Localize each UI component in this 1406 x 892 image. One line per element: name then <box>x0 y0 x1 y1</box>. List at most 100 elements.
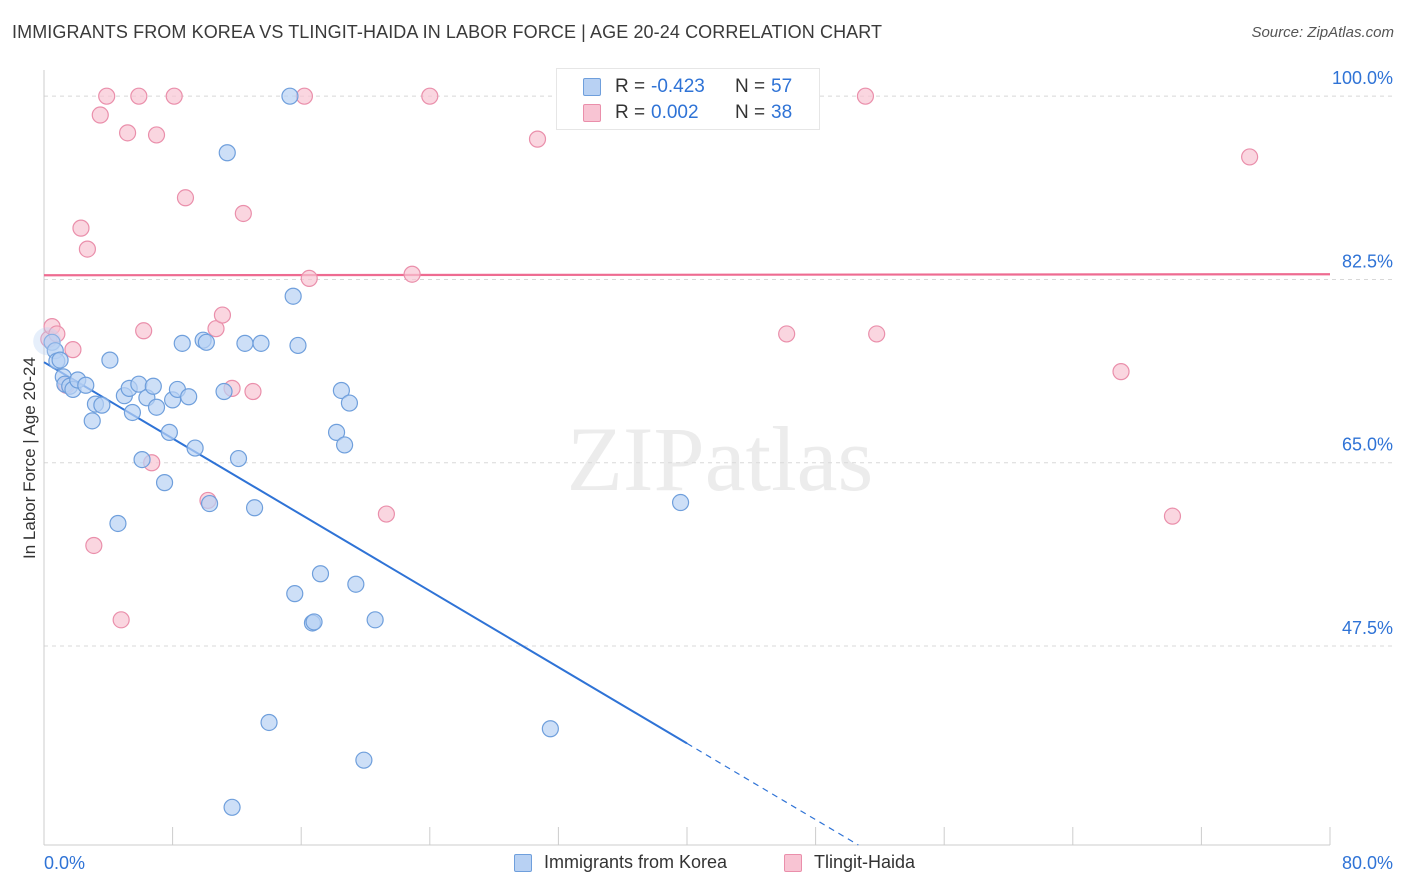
korea-point <box>93 396 111 414</box>
tlingit-point <box>403 265 421 283</box>
tlingit-point <box>112 611 130 629</box>
korea-point <box>366 611 384 629</box>
korea-point <box>336 436 354 454</box>
korea-trend-line <box>43 361 688 745</box>
label-layer: 47.5% 65.0% 82.5% 100.0% 0.0% 80.0% <box>44 68 1393 873</box>
korea-point <box>340 394 359 412</box>
x-tick-label-min: 0.0% <box>44 853 85 873</box>
korea-trend-extension <box>686 742 859 846</box>
korea-point <box>186 439 204 457</box>
tlingit-point <box>64 341 82 359</box>
tlingit-point <box>91 106 109 124</box>
korea-point <box>671 493 690 512</box>
n-label: N = <box>735 76 766 97</box>
korea-point <box>252 334 270 352</box>
tlingit-point <box>213 306 232 324</box>
stats-legend: R = -0.423 N = 57 R = 0.002 N = 38 <box>556 68 820 130</box>
tlingit-point <box>1163 507 1182 525</box>
tlingit-legend-swatch <box>784 854 802 872</box>
korea-point <box>160 423 178 441</box>
tlingit-swatch <box>583 104 601 122</box>
tlingit-point <box>72 219 90 237</box>
korea-point <box>173 334 191 352</box>
korea-point <box>83 412 101 430</box>
n-value: 38 <box>771 102 793 123</box>
korea-point <box>147 398 166 416</box>
r-label: R = <box>615 102 646 123</box>
y-tick-label: 100.0% <box>1332 68 1393 88</box>
r-value: -0.423 <box>651 76 705 97</box>
tlingit-point <box>300 269 318 288</box>
y-tick-label: 82.5% <box>1342 251 1393 271</box>
korea-point <box>260 713 278 732</box>
tlingit-point <box>868 325 886 343</box>
x-tick-label-max: 80.0% <box>1342 853 1393 873</box>
korea-point <box>200 494 219 513</box>
tlingit-point <box>234 204 252 223</box>
tlingit-point <box>176 189 195 207</box>
source-label: Source: ZipAtlas.com <box>1251 24 1394 41</box>
korea-point <box>355 751 373 769</box>
korea-point <box>245 499 264 517</box>
tlingit-point <box>98 87 116 105</box>
tlingit-point <box>165 87 183 105</box>
tlingit-point <box>528 130 547 148</box>
korea-point <box>223 798 241 816</box>
korea-point <box>311 565 330 583</box>
korea-point <box>77 376 95 394</box>
n-label: N = <box>735 102 766 123</box>
korea-point <box>51 351 69 369</box>
axis-layer <box>43 70 1331 846</box>
tlingit-point <box>85 536 103 555</box>
tlingit-point <box>295 87 314 105</box>
korea-point <box>289 336 307 355</box>
series-legend: Immigrants from Korea Tlingit-Haida <box>0 852 1406 878</box>
korea-point <box>215 382 233 401</box>
legend-label-korea: Immigrants from Korea <box>544 852 728 872</box>
tlingit-point <box>78 240 97 258</box>
tlingit-point <box>421 87 439 105</box>
chart-title: IMMIGRANTS FROM KOREA VS TLINGIT-HAIDA I… <box>12 22 883 42</box>
korea-point <box>281 87 299 105</box>
korea-point <box>332 381 350 400</box>
korea-point <box>347 575 365 593</box>
grid-layer <box>44 95 1394 647</box>
korea-point <box>101 351 119 369</box>
n-value: 57 <box>771 76 793 97</box>
korea-point-cluster <box>33 327 62 356</box>
watermark: ZIPatlas <box>567 408 874 510</box>
tlingit-trend-line <box>43 273 1331 277</box>
korea-point <box>133 450 151 469</box>
korea-swatch <box>583 78 601 96</box>
korea-point <box>284 287 302 305</box>
tlingit-point <box>244 382 262 401</box>
tlingit-point <box>856 87 875 105</box>
tlingit-point <box>1241 148 1259 166</box>
korea-point <box>197 333 215 351</box>
korea-point <box>229 449 248 468</box>
korea-point <box>109 514 127 533</box>
y-tick-label: 47.5% <box>1342 618 1393 638</box>
tlingit-point <box>1112 363 1130 381</box>
korea-point <box>541 720 559 738</box>
korea-point <box>123 403 142 422</box>
korea-point <box>286 585 304 603</box>
tlingit-point <box>118 124 137 142</box>
r-label: R = <box>615 76 646 97</box>
tlingit-point <box>147 126 166 144</box>
korea-point <box>218 144 236 162</box>
r-value: 0.002 <box>651 102 699 123</box>
korea-point <box>144 377 162 395</box>
y-tick-label: 65.0% <box>1342 435 1393 455</box>
korea-point <box>180 388 198 406</box>
korea-legend-swatch <box>514 854 532 872</box>
tlingit-point <box>377 505 395 523</box>
tlingit-point <box>130 87 148 105</box>
korea-point <box>327 423 346 441</box>
korea-point <box>305 613 323 631</box>
legend-label-tlingit: Tlingit-Haida <box>814 852 916 872</box>
points-layer <box>33 87 1259 816</box>
tlingit-point <box>135 322 153 340</box>
tlingit-point <box>778 325 796 343</box>
